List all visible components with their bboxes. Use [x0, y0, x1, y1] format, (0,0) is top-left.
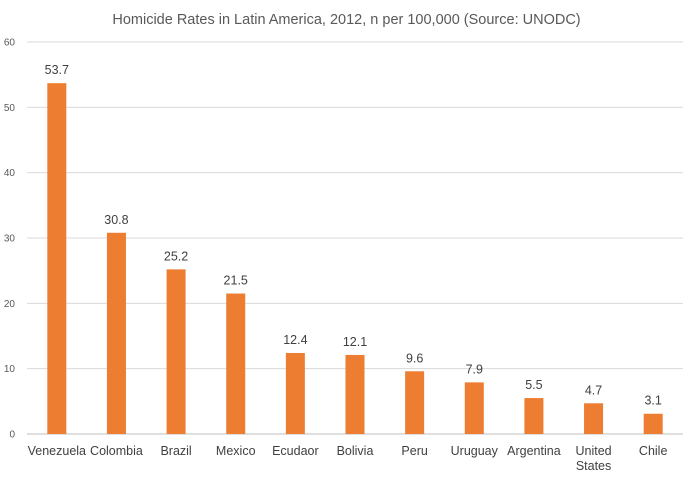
x-axis-categories: Venezuela Colombia Brazil Mexico Ecudaor Boli… [28, 444, 668, 473]
data-label: 9.6 [406, 351, 423, 365]
category-label: Chile [639, 444, 668, 458]
data-label: 25.2 [164, 249, 188, 263]
y-tick-label: 20 [4, 299, 16, 310]
bar [285, 352, 305, 434]
category-label: United States [575, 444, 611, 473]
bar [524, 398, 544, 434]
data-label: 53.7 [45, 63, 69, 77]
bar [106, 232, 126, 434]
bar [643, 413, 663, 434]
bar [166, 269, 186, 434]
category-label: Colombia [90, 444, 143, 458]
data-label: 21.5 [224, 274, 248, 288]
bar [226, 293, 246, 434]
category-label: Peru [401, 444, 427, 458]
category-label: Ecudaor [272, 444, 319, 458]
y-tick-label: 50 [4, 103, 16, 114]
data-label: 7.9 [466, 362, 483, 376]
data-label: 12.1 [343, 335, 367, 349]
y-axis-ticks: 0 10 20 30 40 50 60 [4, 38, 16, 441]
bar [405, 371, 425, 434]
data-label: 3.1 [644, 394, 661, 408]
y-tick-label: 0 [9, 430, 15, 441]
y-tick-label: 40 [4, 168, 16, 179]
data-labels: 53.7 30.8 25.2 21.5 12.4 12.1 9.6 7.9 5.5 4.7 3.1 [45, 63, 662, 408]
category-label: Venezuela [28, 444, 86, 458]
bars [47, 83, 663, 434]
data-label: 12.4 [283, 333, 307, 347]
bar [345, 354, 365, 434]
category-label: Bolivia [337, 444, 374, 458]
bar [584, 403, 604, 434]
data-label: 30.8 [104, 213, 128, 227]
category-label: Argentina [507, 444, 561, 458]
y-tick-label: 10 [4, 364, 16, 375]
data-label: 5.5 [525, 378, 542, 392]
bar [464, 382, 484, 434]
y-tick-label: 60 [4, 38, 16, 49]
data-label: 4.7 [585, 383, 602, 397]
gridlines [27, 41, 683, 435]
chart-title: Homicide Rates in Latin America, 2012, n… [112, 12, 580, 28]
category-label: Uruguay [451, 444, 499, 458]
y-tick-label: 30 [4, 234, 16, 245]
bar [47, 83, 67, 434]
category-label: Brazil [160, 444, 191, 458]
category-label: Mexico [216, 444, 256, 458]
